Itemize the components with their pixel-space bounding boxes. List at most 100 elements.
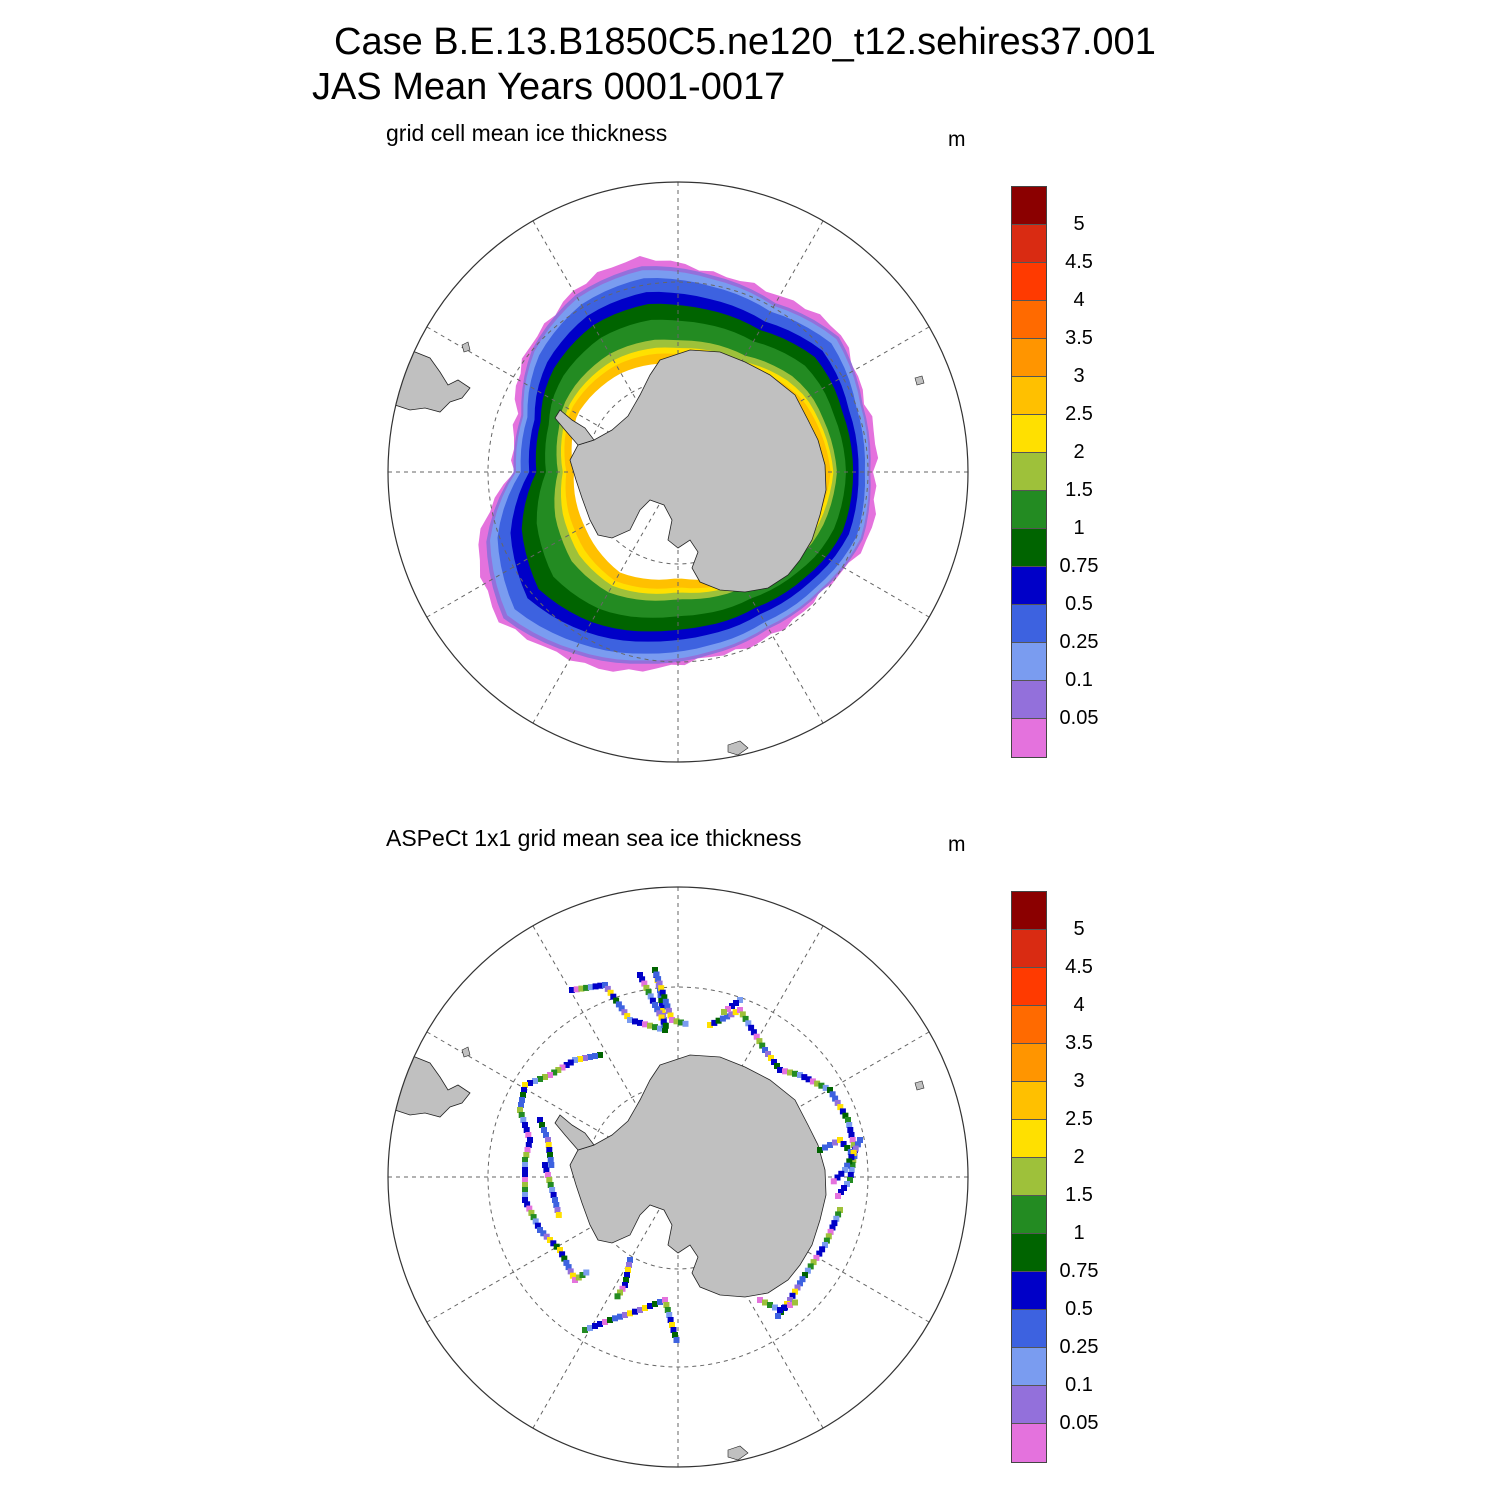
observation-cell	[532, 1078, 538, 1084]
observation-cell	[792, 1070, 798, 1077]
observation-cell	[617, 1289, 623, 1296]
observation-cell	[813, 1254, 820, 1261]
observation-cell	[834, 1099, 841, 1106]
observation-cell	[657, 1025, 663, 1032]
observation-cell	[807, 1263, 814, 1270]
observation-cell	[607, 1317, 613, 1323]
observation-cell	[842, 1112, 849, 1119]
observation-cell	[542, 1162, 548, 1168]
observation-cell	[561, 1255, 568, 1262]
observation-cell	[827, 1142, 833, 1148]
observation-cell	[547, 1152, 553, 1158]
colorbar-swatch	[1012, 892, 1046, 930]
colorbar-label: 4	[1073, 289, 1085, 311]
observation-cell	[844, 1145, 851, 1151]
observation-cell	[527, 1080, 533, 1086]
colorbar-label: 3.5	[1065, 1032, 1093, 1054]
observation-cell	[543, 1167, 550, 1173]
observation-cell	[799, 1276, 806, 1283]
observation-cell	[787, 1302, 793, 1308]
observation-cell	[753, 1033, 760, 1040]
map-panel-2	[387, 886, 969, 1468]
observation-cell	[814, 1080, 821, 1087]
observation-cell	[842, 1167, 848, 1173]
observation-cell	[542, 1074, 548, 1080]
observation-cell	[555, 1067, 562, 1073]
observation-cell	[527, 1137, 533, 1143]
observation-cell	[669, 1017, 675, 1023]
colorbar-label: 0.5	[1065, 593, 1093, 615]
observation-cell	[539, 1122, 545, 1128]
observation-cell	[563, 1259, 570, 1266]
observation-cell	[522, 1197, 528, 1203]
observation-cell	[554, 1207, 561, 1213]
observation-cell	[522, 1192, 528, 1198]
observation-cell	[810, 1259, 817, 1266]
colorbar-swatch	[1012, 415, 1046, 453]
observation-cell	[615, 1001, 622, 1008]
observation-cell	[777, 1067, 783, 1073]
observation-cell	[654, 1006, 661, 1013]
observation-cell	[547, 1237, 553, 1243]
observation-cell	[667, 1012, 674, 1019]
observation-cell	[840, 1141, 847, 1147]
observation-cell	[777, 1307, 783, 1313]
observation-cell	[833, 1215, 840, 1222]
observation-cell	[563, 1062, 570, 1068]
observation-cell	[567, 1059, 574, 1066]
observation-cell	[822, 1144, 828, 1151]
observation-cell	[771, 1059, 777, 1065]
observation-cell	[578, 985, 585, 992]
observation-cell	[587, 984, 594, 991]
observation-cell	[801, 1074, 808, 1081]
observation-cell	[662, 1297, 668, 1303]
observation-cell	[658, 985, 665, 992]
observation-cell	[827, 1228, 834, 1235]
observation-cell	[575, 1274, 582, 1281]
observation-cell	[522, 1182, 528, 1188]
observation-cell	[825, 1233, 832, 1240]
observation-cell	[537, 1117, 543, 1123]
observation-cell	[622, 1282, 628, 1288]
observation-cell	[610, 993, 617, 1000]
colorbar-label: 3	[1073, 365, 1085, 387]
observation-cell	[854, 1141, 861, 1148]
panel-2-unit: m	[948, 833, 966, 856]
antarctica-land-2	[554, 1054, 827, 1298]
observation-cell	[847, 1172, 854, 1178]
observation-cell	[567, 1268, 574, 1275]
colorbar-label: 0.1	[1065, 1374, 1093, 1396]
observation-cell	[543, 1233, 550, 1240]
observation-cell	[725, 1006, 731, 1012]
observation-cell	[625, 1267, 631, 1273]
observation-cell	[522, 1177, 528, 1183]
observation-cell	[772, 1304, 778, 1311]
colorbar-swatch	[1012, 1044, 1046, 1082]
colorbar-label: 5	[1073, 918, 1085, 940]
observation-cell	[550, 1240, 557, 1247]
colorbar-swatch	[1012, 187, 1046, 225]
observation-cell	[642, 1021, 648, 1028]
colorbar-label: 1	[1073, 1222, 1085, 1244]
observation-cell	[857, 1137, 863, 1143]
colorbar-label: 2	[1073, 1146, 1085, 1168]
observation-cell	[649, 997, 656, 1004]
colorbar-swatch	[1012, 643, 1046, 681]
colorbar-swatch	[1012, 1158, 1046, 1196]
observation-cell	[642, 1305, 648, 1311]
observation-cell	[547, 1157, 554, 1163]
observation-cell	[548, 1162, 555, 1168]
colorbar-swatch	[1012, 968, 1046, 1006]
observation-cell	[522, 1122, 528, 1128]
observation-cell	[838, 1170, 845, 1177]
observation-cell	[837, 1207, 843, 1213]
observation-cell	[774, 1063, 780, 1069]
observation-cell	[528, 1209, 535, 1216]
observation-cell	[659, 1007, 666, 1013]
colorbar-swatch	[1012, 567, 1046, 605]
panel-2-title: ASPeCt 1x1 grid mean sea ice thickness	[386, 825, 802, 851]
observation-cell	[645, 989, 652, 996]
observation-cell	[844, 1162, 851, 1169]
observation-cell	[661, 994, 668, 1001]
